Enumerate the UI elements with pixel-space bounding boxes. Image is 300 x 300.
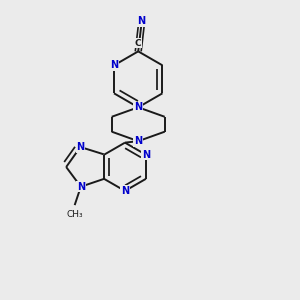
Text: N: N	[134, 102, 142, 112]
Text: CH₃: CH₃	[66, 209, 83, 218]
Text: N: N	[76, 142, 84, 152]
Text: N: N	[142, 150, 150, 160]
Text: N: N	[121, 186, 129, 196]
Text: N: N	[110, 60, 118, 70]
Text: N: N	[137, 16, 145, 26]
Text: N: N	[134, 136, 142, 146]
Text: N: N	[77, 182, 85, 192]
Text: C: C	[135, 39, 142, 48]
